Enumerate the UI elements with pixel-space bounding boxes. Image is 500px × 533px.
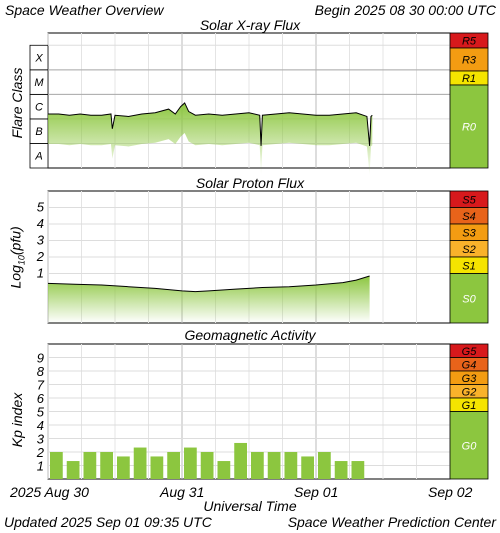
- scale-segment: [449, 411, 489, 480]
- kp-tick-label: 7: [37, 378, 45, 393]
- xray-line: [48, 102, 373, 146]
- kp-tick-label: 6: [37, 391, 45, 406]
- xray-fill: [48, 102, 373, 176]
- date-tick-sep01: Sep 01: [294, 484, 339, 500]
- kp-tick-label: 3: [37, 432, 45, 447]
- scale-segment: [449, 273, 489, 324]
- kp-bar: [66, 461, 80, 479]
- scale-label: G1: [462, 400, 477, 412]
- flare-class-box: [29, 44, 49, 71]
- kp-bar: [284, 452, 298, 479]
- kp-tick-label: 4: [37, 418, 44, 433]
- kp-bar: [100, 452, 113, 479]
- scale-label: G5: [462, 346, 478, 358]
- begin-time: Begin 2025 08 30 00:00 UTC: [315, 2, 496, 18]
- kp-tick-label: 1: [37, 459, 44, 474]
- proton-tick-label: 5: [37, 200, 45, 215]
- scale-segment: [449, 84, 489, 169]
- flare-class-label: X: [34, 53, 43, 65]
- date-tick-aug30: 2025 Aug 30: [10, 484, 89, 500]
- proton-tick-label: 4: [37, 216, 44, 231]
- scale-label: R5: [462, 36, 477, 48]
- updated-value: 2025 Sep 01 09:35 UTC: [60, 514, 212, 530]
- scale-label: S1: [462, 260, 475, 272]
- updated-time: Updated 2025 Sep 01 09:35 UTC: [4, 514, 212, 530]
- scale-label: S2: [462, 244, 475, 256]
- date-tick-aug31: Aug 31: [160, 484, 205, 500]
- scale-label: G2: [462, 386, 477, 398]
- kp-bar: [301, 456, 314, 479]
- kp-bar: [267, 452, 281, 479]
- kp-tick-label: 2: [36, 445, 45, 460]
- x-axis-label: Universal Time: [203, 498, 297, 514]
- scale-label: G3: [462, 373, 478, 385]
- proton-tick-label: 3: [37, 233, 45, 248]
- proton-title: Solar Proton Flux: [195, 175, 305, 191]
- date-tick-sep02: Sep 02: [428, 484, 473, 500]
- kp-bar: [234, 442, 247, 479]
- kp-bar: [117, 456, 130, 479]
- geomag-title: Geomagnetic Activity: [184, 327, 316, 343]
- xray-title: Solar X-ray Flux: [199, 17, 301, 33]
- flare-class-label: B: [35, 126, 42, 138]
- kp-bar: [167, 452, 180, 479]
- scale-label: R0: [462, 122, 477, 134]
- scale-label: R1: [462, 73, 476, 85]
- kp-bar: [351, 461, 365, 479]
- scale-label: G4: [462, 359, 477, 371]
- kp-tick-label: 8: [37, 364, 45, 379]
- scale-label: R3: [462, 55, 477, 67]
- begin-label: Begin: [314, 2, 351, 18]
- kp-bar: [318, 452, 331, 479]
- scale-label: S3: [462, 227, 476, 239]
- proton-panel: 1 23 45 S5 S4 S3 S2 S1 S0: [36, 190, 489, 324]
- scale-label: S5: [462, 194, 476, 206]
- scale-label: S0: [462, 293, 476, 305]
- proton-tick-label: 1: [37, 266, 44, 281]
- proton-fill: [48, 275, 370, 323]
- flare-class-label: C: [35, 102, 43, 114]
- proton-tick-label: 2: [36, 249, 45, 264]
- flare-class-label: M: [34, 77, 44, 89]
- begin-value: 2025 08 30 00:00 UTC: [354, 2, 496, 18]
- xray-panel: A BC MX R5 R3 R1 R0: [29, 32, 489, 176]
- kp-bar: [200, 452, 214, 479]
- kp-bar: [251, 452, 264, 479]
- scale-label: G0: [462, 440, 478, 452]
- scale-label: S4: [462, 211, 475, 223]
- kp-bar: [50, 452, 63, 479]
- source-credit: Space Weather Prediction Center: [287, 514, 496, 530]
- kp-bar: [133, 447, 147, 479]
- kp-tick-label: 9: [37, 351, 44, 366]
- kp-bar: [83, 452, 97, 479]
- kp-bar: [150, 456, 164, 479]
- kp-bar: [217, 461, 231, 479]
- kp-bar: [334, 461, 348, 479]
- proton-line: [47, 275, 370, 293]
- updated-label: Updated: [4, 514, 57, 530]
- flare-class-label: A: [34, 151, 42, 163]
- kp-tick-label: 5: [37, 405, 45, 420]
- kp-bar: [184, 447, 197, 479]
- app-title: Space Weather Overview: [5, 2, 164, 18]
